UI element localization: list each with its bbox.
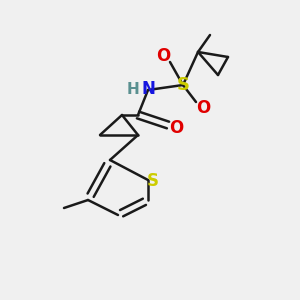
Text: S: S [147,172,159,190]
Text: O: O [196,99,210,117]
Text: O: O [169,119,183,137]
Text: H: H [127,82,140,97]
Text: N: N [141,80,155,98]
Text: O: O [156,47,170,65]
Text: S: S [176,76,190,94]
